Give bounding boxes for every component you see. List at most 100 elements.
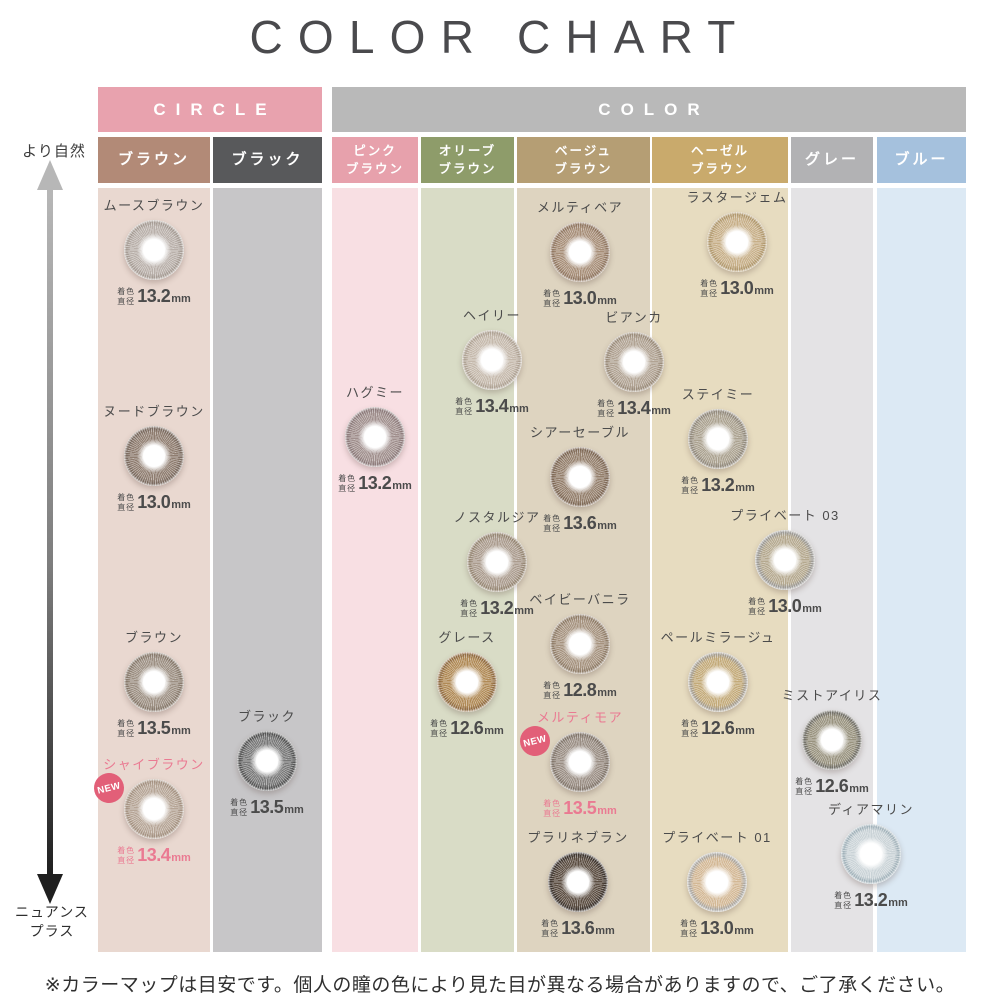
diameter-value: 13.2 (137, 286, 171, 306)
column-header-label: グレー (804, 151, 859, 168)
axis-top-label: より自然 (22, 143, 86, 160)
product-card: メルティベア着色 直径 13.0 mm (518, 200, 642, 309)
column-header-label: ヘーゼル (690, 143, 749, 158)
product-name: ムースブラウン (103, 198, 205, 213)
axis-arrow-shaft (47, 188, 53, 876)
diameter-caption-line2: 直径 (680, 928, 699, 938)
lens-swatch (755, 530, 815, 590)
diameter-unit: mm (514, 604, 534, 617)
column-header-label: ブラウン (554, 162, 613, 176)
diameter-caption: 着色 直径 (795, 777, 813, 795)
diameter-value: 13.6 (561, 918, 595, 938)
diameter-caption-line1: 着色 (680, 919, 699, 929)
diameter-caption: 着色 直径 (455, 397, 473, 415)
diameter-row: 着色 直径 13.6 mm (541, 918, 615, 939)
diameter-caption: 着色 直径 (681, 476, 699, 494)
diameter-caption-line1: 着色 (338, 474, 357, 484)
product-name: ステイミー (681, 387, 755, 402)
diameter-caption-line2: 直径 (681, 728, 700, 738)
diameter-value: 13.4 (475, 396, 509, 416)
section-band-color: COLOR (332, 87, 966, 132)
column-header-hazel-brown: ヘーゼル ブラウン (652, 137, 788, 183)
product-name: メルティベア (536, 200, 624, 215)
diameter-caption-line1: 着色 (430, 719, 449, 729)
column-body-blue (877, 188, 966, 952)
diameter-caption: 着色 直径 (543, 799, 561, 817)
column-header-label: ブラック (231, 151, 304, 168)
diameter-caption-line2: 直径 (543, 808, 562, 818)
diameter-unit: mm (171, 724, 191, 737)
diameter-caption-line1: 着色 (117, 719, 136, 729)
diameter-row: 着色 直径 13.4 mm (455, 396, 529, 417)
diameter-caption-line2: 直径 (338, 483, 357, 493)
diameter-caption: 着色 直径 (117, 287, 135, 305)
column-header-beige-brown: ベージュ ブラウン (517, 137, 650, 183)
diameter-row: 着色 直径 13.0 mm (543, 288, 617, 309)
product-card: ヘイリー 着色 直径 13.4 mm (430, 308, 554, 417)
product-name: メルティモア (536, 710, 624, 725)
lens-swatch (550, 614, 610, 674)
diameter-caption: 着色 直径 (681, 719, 699, 737)
diameter-caption-line1: 着色 (543, 289, 562, 299)
diameter-caption: 着色 直径 (541, 919, 559, 937)
lens-swatch (462, 330, 522, 390)
diameter-caption: 着色 直径 (117, 846, 135, 864)
product-name: ベイビーバニラ (529, 592, 631, 607)
diameter-caption: 着色 直径 (117, 493, 135, 511)
diameter-unit: mm (392, 479, 412, 492)
diameter-caption-line2: 直径 (681, 485, 700, 495)
column-header-label: ブルー (894, 151, 949, 168)
product-name: シアーセーブル (530, 425, 630, 440)
product-name: プライベート 03 (730, 508, 840, 523)
diameter-row: 着色 直径 12.6 mm (795, 776, 869, 797)
lens-swatch (124, 220, 184, 280)
axis-arrow-down-icon (37, 874, 63, 904)
product-name: ブラウン (124, 630, 183, 645)
column-header-label: オリーブ (438, 143, 497, 158)
product-card: ブラック 着色 直径 13.5 mm (205, 709, 329, 818)
diameter-value: 13.5 (563, 798, 597, 818)
lens-swatch (550, 222, 610, 282)
axis-bottom-label: ニュアンス プラス (4, 903, 100, 941)
product-card: ヌードブラウン 着色 直径 13.0 mm (92, 404, 216, 513)
diameter-caption-line2: 直径 (700, 288, 719, 298)
diameter-unit: mm (802, 602, 822, 615)
diameter-caption-line2: 直径 (117, 855, 136, 865)
product-card: ペールミラージュ 着色 直径 12.6 mm (656, 630, 780, 739)
diameter-unit: mm (754, 284, 774, 297)
diameter-caption-line1: 着色 (230, 798, 249, 808)
diameter-unit: mm (597, 519, 617, 532)
diameter-unit: mm (597, 686, 617, 699)
diameter-row: 着色 直径 13.0 mm (117, 492, 191, 513)
product-card: ベイビーバニラ 着色 直径 12.8 mm (518, 592, 642, 701)
lens-swatch (124, 652, 184, 712)
lens-swatch (550, 732, 610, 792)
diameter-caption-line1: 着色 (541, 919, 560, 929)
axis-bottom-label-line2: プラス (29, 922, 75, 939)
product-card: ブラウン 着色 直径 13.5 mm (92, 630, 216, 739)
diameter-caption-line2: 直径 (460, 608, 479, 618)
diameter-caption-line1: 着色 (543, 681, 562, 691)
diameter-caption-line1: 着色 (543, 514, 562, 524)
diameter-caption: 着色 直径 (597, 399, 615, 417)
diameter-caption-line1: 着色 (681, 719, 700, 729)
new-badge: NEW (90, 769, 128, 807)
product-card: メルティモア NEW 着色 直径 13.5 mm (516, 710, 642, 819)
product-card: シアーセーブル 着色 直径 13.6 mm (518, 425, 642, 534)
diameter-caption-line1: 着色 (597, 399, 616, 409)
diameter-row: 着色 直径 13.2 mm (834, 890, 908, 911)
diameter-value: 12.6 (701, 718, 735, 738)
diameter-value: 13.2 (358, 473, 392, 493)
diameter-value: 13.4 (137, 845, 171, 865)
diameter-caption-line1: 着色 (795, 777, 814, 787)
diameter-row: 着色 直径 12.6 mm (430, 718, 504, 739)
diameter-unit: mm (849, 782, 869, 795)
axis-bottom-label-line1: ニュアンス (15, 904, 89, 920)
diameter-caption-line2: 直径 (543, 523, 562, 533)
diameter-value: 13.2 (480, 598, 514, 618)
diameter-caption-line1: 着色 (700, 279, 719, 289)
product-name: ディアマリン (827, 802, 915, 817)
diameter-value: 12.6 (450, 718, 484, 738)
column-header-label: ピンク (353, 143, 397, 158)
